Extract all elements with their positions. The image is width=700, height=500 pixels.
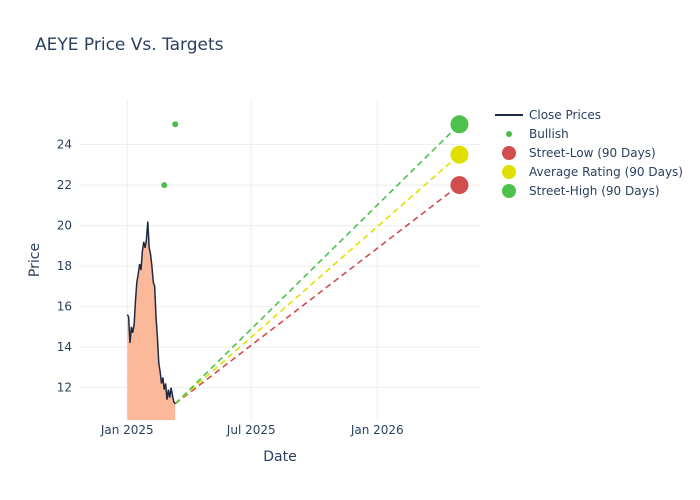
y-tick-label: 22 xyxy=(57,178,72,192)
legend[interactable]: Close Prices Bullish Street-Low (90 Days) A… xyxy=(495,108,683,198)
close-price-line-group xyxy=(126,221,176,405)
legend-circle-swatch xyxy=(502,184,516,198)
y-tick-label: 12 xyxy=(57,381,72,395)
legend-circle-swatch xyxy=(502,146,516,160)
target-line xyxy=(174,123,461,405)
y-tick-label: 20 xyxy=(57,219,72,233)
legend-item[interactable]: Bullish xyxy=(506,127,569,141)
x-tick-label: Jul 2025 xyxy=(226,423,276,437)
x-tick-label: Jan 2026 xyxy=(350,423,404,437)
y-axis-title: Price xyxy=(27,243,43,277)
legend-item[interactable]: Average Rating (90 Days) xyxy=(502,165,683,179)
y-tick-label: 24 xyxy=(57,138,72,152)
legend-label: Street-Low (90 Days) xyxy=(529,146,656,160)
bullish-point xyxy=(161,182,168,189)
target-line xyxy=(174,184,460,405)
chart-title: AEYE Price Vs. Targets xyxy=(35,35,224,55)
target-lines xyxy=(174,123,461,405)
legend-item[interactable]: Close Prices xyxy=(495,108,601,122)
close-price-line xyxy=(126,221,176,405)
target-marker xyxy=(450,145,469,164)
x-axis-title: Date xyxy=(263,449,296,465)
target-marker xyxy=(450,115,469,134)
legend-dot-swatch xyxy=(506,131,512,137)
legend-label: Street-High (90 Days) xyxy=(529,184,660,198)
x-tick-label: Jan 2025 xyxy=(100,423,154,437)
target-marker xyxy=(450,176,469,195)
target-line xyxy=(174,154,460,405)
legend-item[interactable]: Street-High (90 Days) xyxy=(502,184,660,198)
y-tick-label: 16 xyxy=(57,300,72,314)
y-tick-label: 18 xyxy=(57,259,72,273)
y-tick-label: 14 xyxy=(57,340,72,354)
axis-ticks: 12 14 16 18 20 22 24 Jan 2025 Jul 2025 Jan 2026 xyxy=(57,138,404,437)
legend-label: Bullish xyxy=(529,127,569,141)
bullish-point xyxy=(172,121,179,128)
legend-circle-swatch xyxy=(502,165,516,179)
markers xyxy=(161,115,469,195)
legend-item[interactable]: Street-Low (90 Days) xyxy=(502,146,656,160)
legend-label: Close Prices xyxy=(529,108,601,122)
legend-label: Average Rating (90 Days) xyxy=(529,165,683,179)
